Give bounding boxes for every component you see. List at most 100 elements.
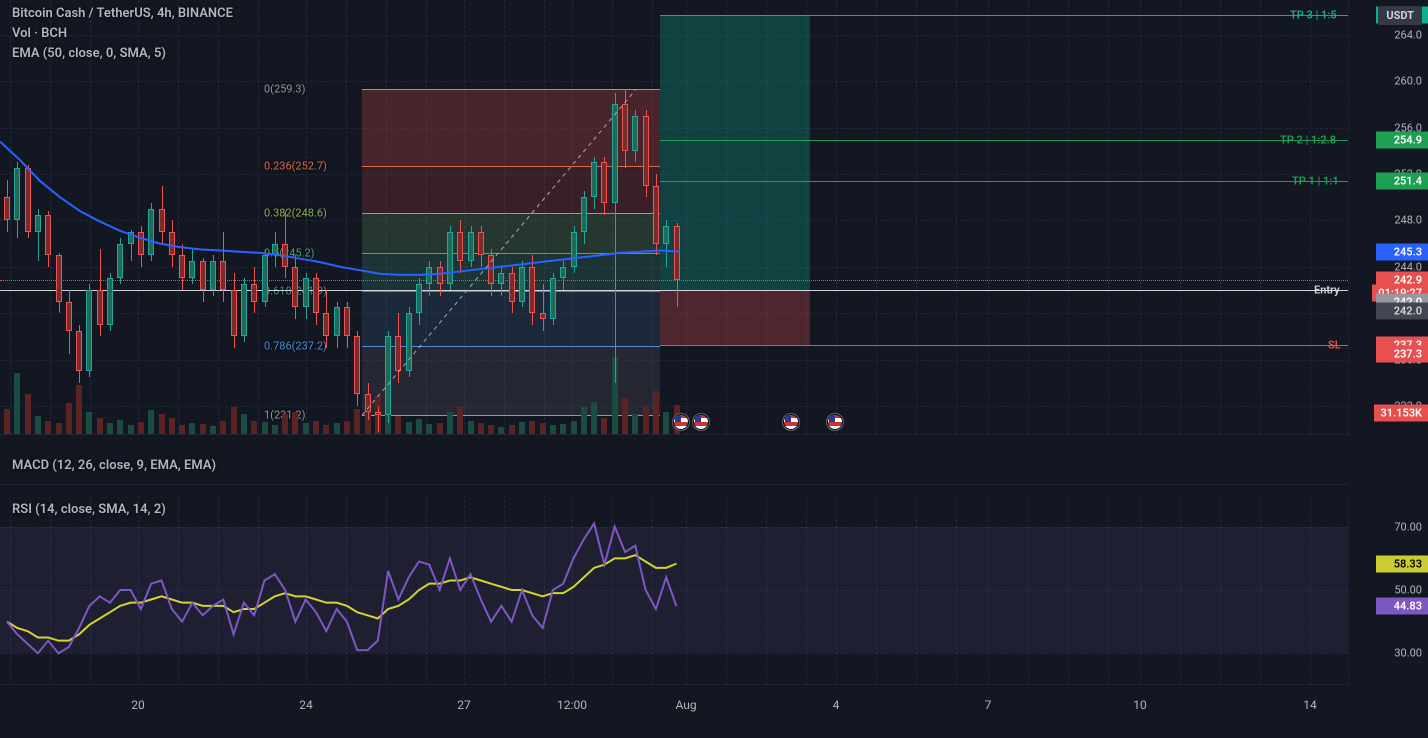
symbol-title[interactable]: Bitcoin Cash / TetherUS, 4h, BINANCE [12,6,233,21]
candle-body[interactable] [200,261,206,290]
candle-body[interactable] [241,284,247,336]
volume-bar [550,425,556,434]
volume-indicator-label[interactable]: Vol · BCH [12,26,67,41]
economic-event-icon[interactable] [782,413,800,431]
candle-body[interactable] [354,336,360,394]
candle-body[interactable] [426,267,432,284]
trading-chart[interactable]: 0(259.3)0.236(252.7)0.382(248.6)0.5(245.… [0,0,1428,738]
candle-body[interactable] [416,284,422,313]
candle-body[interactable] [66,302,72,331]
candle-body[interactable] [653,186,659,244]
fib-level-line[interactable] [362,89,660,90]
candle-body[interactable] [179,255,185,278]
candle-body[interactable] [498,273,504,285]
candle-wick [543,284,544,330]
volume-bar [262,422,268,434]
candle-body[interactable] [375,412,381,415]
rsi-axis-badge: 44.83 [1376,598,1428,615]
candle-body[interactable] [457,232,463,261]
price-line-tp2[interactable] [660,140,1348,141]
candle-body[interactable] [395,336,401,371]
candle-body[interactable] [612,104,618,203]
candle-body[interactable] [519,267,525,302]
candle-body[interactable] [313,278,319,313]
candle-body[interactable] [447,232,453,284]
candle-body[interactable] [632,116,638,151]
rsi-indicator-label[interactable]: RSI (14, close, SMA, 14, 2) [12,502,166,517]
candle-body[interactable] [674,226,680,279]
candle-body[interactable] [86,290,92,371]
candle-body[interactable] [210,261,216,290]
reward-zone[interactable] [660,15,810,290]
economic-event-icon[interactable] [692,413,710,431]
risk-zone[interactable] [660,290,810,345]
candle-body[interactable] [56,255,62,301]
candle-body[interactable] [303,278,309,307]
candle-body[interactable] [529,267,535,313]
candle-body[interactable] [550,278,556,319]
candle-body[interactable] [128,232,134,244]
price-line-sl[interactable] [660,345,1348,346]
candle-body[interactable] [159,209,165,232]
macd-indicator-label[interactable]: MACD (12, 26, close, 9, EMA, EMA) [12,458,216,473]
economic-event-icon[interactable] [826,413,844,431]
grid-vertical [1220,0,1221,435]
candle-body[interactable] [231,290,237,336]
candle-body[interactable] [189,261,195,278]
candle-body[interactable] [251,284,257,301]
candle-body[interactable] [323,313,329,336]
volume-bar [86,412,92,435]
candle-body[interactable] [220,261,226,290]
candle-body[interactable] [97,290,103,325]
candle-body[interactable] [35,215,41,232]
candle-body[interactable] [282,244,288,267]
rsi-axis-badge: 58.33 [1376,555,1428,572]
candle-body[interactable] [365,394,371,411]
price-pane[interactable]: 0(259.3)0.236(252.7)0.382(248.6)0.5(245.… [0,0,1348,435]
candle-body[interactable] [107,278,113,324]
candle-body[interactable] [601,162,607,203]
candle-body[interactable] [148,209,154,255]
candle-body[interactable] [406,313,412,371]
price-line-tp3[interactable] [660,15,1348,16]
price-line-tp1[interactable] [660,181,1348,182]
candle-body[interactable] [622,104,628,150]
time-xaxis[interactable]: 20242712:00Aug471014 [0,690,1428,738]
candle-body[interactable] [509,273,515,302]
candle-body[interactable] [272,244,278,256]
candle-body[interactable] [478,232,484,255]
candle-body[interactable] [571,232,577,267]
candle-body[interactable] [344,307,350,336]
candle-body[interactable] [643,116,649,186]
candle-body[interactable] [488,255,494,284]
candle-body[interactable] [4,197,10,220]
candle-body[interactable] [25,168,31,232]
candle-body[interactable] [437,267,443,284]
candle-body[interactable] [591,162,597,197]
volume-bar [488,425,494,434]
candle-body[interactable] [292,267,298,308]
time-tick-label: 27 [457,698,471,712]
candle-body[interactable] [334,307,340,336]
candle-body[interactable] [560,267,566,279]
candle-body[interactable] [540,313,546,319]
candle-body[interactable] [117,244,123,279]
candle-body[interactable] [468,232,474,261]
candle-body[interactable] [262,255,268,301]
candle-body[interactable] [138,232,144,255]
rsi-yaxis[interactable]: 70.0050.0030.0058.3344.83 [1348,495,1428,685]
quote-currency-badge[interactable]: USDT [1378,6,1422,25]
candle-body[interactable] [169,232,175,255]
volume-bar [447,412,453,434]
rsi-pane[interactable] [0,495,1348,685]
candle-body[interactable] [581,197,587,232]
price-yaxis[interactable]: 264.0260.0256.0252.0248.0244.0240.0236.0… [1348,0,1428,435]
candle-body[interactable] [45,215,51,256]
candle-body[interactable] [14,168,20,220]
candle-body[interactable] [385,336,391,415]
ema-indicator-label[interactable]: EMA (50, close, 0, SMA, 5) [12,46,166,61]
volume-bar [426,424,432,434]
candle-body[interactable] [663,226,669,243]
candle-body[interactable] [76,331,82,372]
economic-event-icon[interactable] [672,413,690,431]
